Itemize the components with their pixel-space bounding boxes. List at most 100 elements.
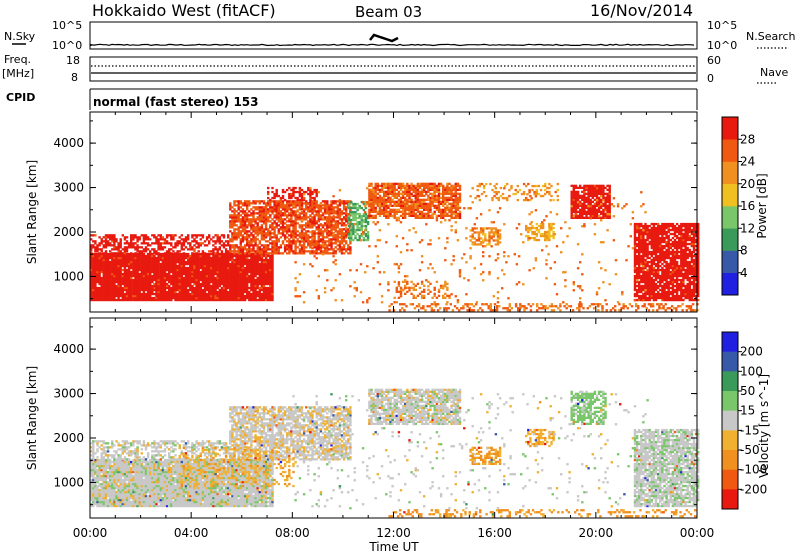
data-cell	[94, 286, 97, 290]
data-cell	[117, 282, 120, 286]
data-cell	[256, 294, 259, 298]
data-cell	[246, 234, 249, 237]
data-cell	[201, 258, 205, 262]
data-cell	[197, 274, 200, 278]
data-cell	[317, 204, 320, 207]
data-cell	[212, 236, 215, 239]
data-cell	[140, 282, 143, 286]
data-cell	[176, 296, 179, 300]
data-cell	[544, 230, 547, 234]
data-cell	[146, 288, 150, 292]
data-cell	[233, 272, 236, 276]
data-cell	[370, 198, 373, 201]
data-cell	[155, 238, 158, 241]
data-cell	[163, 242, 167, 245]
data-cell	[187, 290, 190, 294]
data-cell	[401, 192, 405, 195]
data-cell	[273, 234, 276, 237]
data-cell	[307, 192, 310, 196]
data-cell	[406, 200, 409, 203]
data-cell	[193, 272, 196, 276]
data-cell	[427, 280, 430, 283]
data-cell	[591, 184, 594, 187]
data-cell	[326, 212, 329, 215]
data-cell	[132, 294, 135, 298]
data-cell	[252, 246, 255, 249]
data-cell	[254, 286, 257, 290]
data-cell	[326, 218, 329, 221]
data-cell	[165, 282, 169, 286]
data-cell	[307, 216, 310, 219]
data-cell	[159, 274, 162, 278]
data-cell	[201, 274, 205, 278]
data-cell	[149, 268, 152, 272]
data-cell	[305, 190, 308, 194]
data-cell	[144, 268, 148, 272]
data-cell	[218, 238, 221, 241]
data-cell	[193, 248, 196, 251]
data-cell	[191, 278, 194, 282]
data-cell	[336, 234, 339, 237]
data-cell	[589, 200, 592, 203]
data-cell	[452, 216, 455, 219]
data-cell	[305, 234, 308, 237]
data-cell	[96, 276, 99, 280]
data-cell	[174, 292, 177, 296]
data-cell	[583, 216, 586, 219]
data-cell	[216, 266, 219, 270]
data-cell	[142, 296, 146, 300]
data-cell	[275, 212, 278, 215]
data-cell	[92, 296, 95, 300]
data-cell	[136, 298, 139, 302]
data-cell	[600, 206, 603, 209]
data-cell	[100, 250, 103, 253]
data-cell	[288, 194, 291, 198]
data-cell	[104, 246, 108, 249]
data-cell	[452, 184, 455, 187]
data-cell	[121, 258, 124, 262]
data-cell	[149, 252, 152, 255]
data-cell	[132, 280, 135, 284]
data-cell	[195, 246, 198, 249]
data-cell	[544, 234, 547, 238]
data-cell	[159, 270, 162, 274]
data-cell	[258, 262, 261, 266]
data-cell	[442, 204, 445, 207]
data-cell	[239, 258, 242, 262]
data-cell	[260, 286, 264, 290]
data-cell	[100, 282, 103, 286]
data-cell	[132, 288, 135, 292]
data-cell	[269, 276, 272, 280]
data-cell	[254, 298, 257, 302]
data-cell	[258, 278, 261, 282]
data-cell	[347, 200, 350, 203]
data-cell	[321, 230, 325, 233]
data-cell	[317, 242, 320, 245]
data-cell	[224, 256, 228, 260]
data-cell	[389, 208, 392, 211]
data-cell	[271, 298, 274, 302]
data-cell	[218, 242, 221, 245]
data-cell	[151, 234, 154, 237]
data-cell	[163, 282, 167, 286]
data-cell	[587, 188, 590, 191]
data-cell	[429, 196, 432, 199]
data-cell	[332, 212, 335, 215]
data-cell	[94, 268, 97, 272]
data-cell	[362, 218, 366, 222]
data-cell	[277, 230, 280, 233]
data-cell	[153, 258, 156, 262]
data-cell	[334, 228, 337, 231]
plot-title: Hokkaido West (fitACF)	[92, 1, 276, 20]
data-cell	[418, 198, 422, 201]
data-cell	[387, 214, 390, 217]
data-cell	[149, 270, 152, 274]
data-cell	[330, 224, 333, 227]
data-cell	[264, 288, 268, 292]
data-cell	[214, 272, 217, 276]
data-cell	[159, 244, 162, 247]
data-cell	[123, 246, 127, 249]
data-cell	[496, 229, 500, 232]
data-cell	[452, 186, 455, 189]
data-cell	[153, 254, 156, 258]
